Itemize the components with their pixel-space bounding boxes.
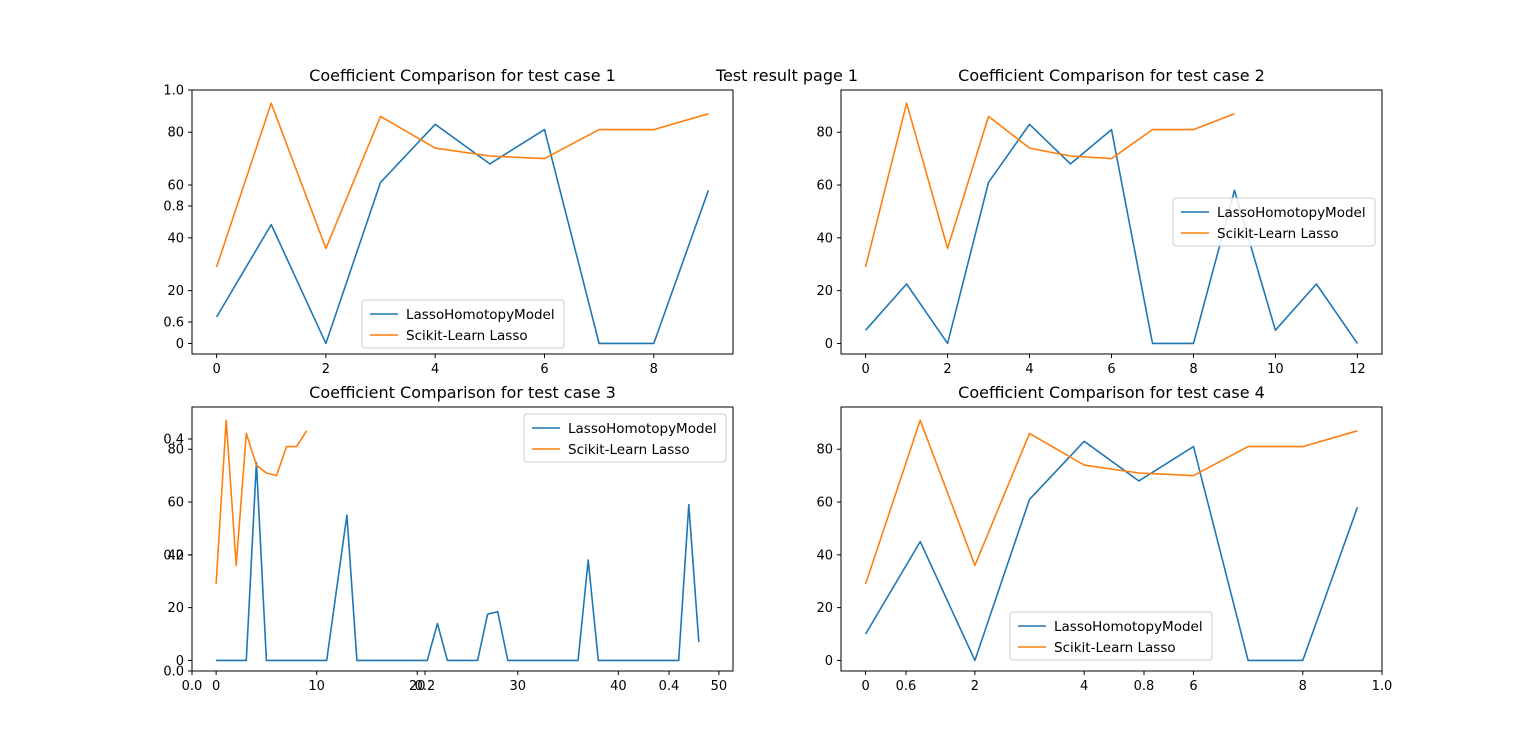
legend-box — [523, 413, 727, 463]
x-tick-label: 10 — [1267, 362, 1284, 377]
subplot-title: Coefficient Comparison for test case 4 — [958, 383, 1265, 402]
x-tick-label: 0 — [212, 679, 220, 694]
x-tick-label: 40 — [610, 679, 627, 694]
overlay-y-tick-label: 0.8 — [163, 200, 184, 215]
legend-label: Scikit-Learn Lasso — [568, 442, 690, 458]
x-tick-label: 12 — [1349, 362, 1366, 377]
series-line-homotopy — [216, 461, 700, 662]
subplots: Coefficient Comparison for test case 1 0 2… — [163, 66, 1392, 694]
x-tick-label: 10 — [308, 679, 325, 694]
legend: LassoHomotopyModel Scikit-Learn Lasso — [523, 413, 727, 463]
y-tick-label: 40 — [816, 231, 833, 246]
series-line-sklearn — [864, 419, 1358, 585]
legend-label: Scikit-Learn Lasso — [1054, 640, 1176, 656]
overlay-x-tick-label: 0.4 — [659, 679, 680, 694]
x-tick-label: 0 — [212, 362, 220, 377]
overlay-x-tick-label: 0.0 — [182, 679, 203, 694]
overlay-x-tick-label: 0.6 — [896, 679, 917, 694]
legend-label: LassoHomotopyModel — [1054, 619, 1203, 635]
x-tick-label: 2 — [322, 362, 330, 377]
x-tick-label: 20 — [409, 679, 426, 694]
x-tick-label: 30 — [510, 679, 527, 694]
figure-suptitle: Test result page 1 — [715, 66, 858, 85]
legend-label: Scikit-Learn Lasso — [406, 328, 528, 344]
y-tick-label: 0 — [176, 337, 184, 352]
series-line-homotopy — [864, 440, 1359, 662]
subplot-title: Coefficient Comparison for test case 2 — [958, 66, 1265, 85]
legend: LassoHomotopyModel Scikit-Learn Lasso — [1172, 197, 1376, 247]
x-tick-label: 8 — [1189, 362, 1197, 377]
overlay-x-tick-label: 0.8 — [1134, 679, 1155, 694]
axes-frame — [840, 406, 1383, 672]
y-tick-label: 60 — [816, 496, 833, 511]
x-tick-label: 2 — [943, 362, 951, 377]
y-tick-label: 60 — [167, 179, 184, 194]
y-tick-label: 0 — [825, 654, 833, 669]
x-tick-label: 50 — [711, 679, 728, 694]
legend-label: LassoHomotopyModel — [1217, 205, 1366, 221]
series-line-homotopy — [865, 123, 1359, 345]
legend-box — [1172, 197, 1376, 247]
legend-box — [1009, 611, 1213, 661]
y-tick-label: 80 — [167, 126, 184, 141]
x-tick-label: 6 — [1107, 362, 1115, 377]
x-tick-label: 4 — [1025, 362, 1033, 377]
legend: LassoHomotopyModel Scikit-Learn Lasso — [361, 299, 565, 349]
y-tick-label: 40 — [167, 548, 184, 563]
subplot-title: Coefficient Comparison for test case 3 — [309, 383, 616, 402]
overlay-x-tick-label: 1.0 — [1372, 679, 1393, 694]
overlay-y-tick-label: 0.2 — [163, 549, 184, 564]
legend-label: LassoHomotopyModel — [568, 421, 717, 437]
legend-box — [361, 299, 565, 349]
overlay-x-tick-label: 0.2 — [415, 679, 436, 694]
legend: LassoHomotopyModel Scikit-Learn Lasso — [1009, 611, 1213, 661]
axes-frame — [191, 406, 734, 672]
y-tick-label: 40 — [167, 231, 184, 246]
legend-label: LassoHomotopyModel — [406, 307, 555, 323]
x-tick-label: 0 — [861, 362, 869, 377]
legend-label: Scikit-Learn Lasso — [1217, 226, 1339, 242]
x-tick-label: 2 — [971, 679, 979, 694]
subplot-3: Coefficient Comparison for test case 3 0 1… — [163, 383, 734, 694]
y-tick-label: 80 — [167, 443, 184, 458]
subplot-4: Coefficient Comparison for test case 4 0 2… — [816, 383, 1392, 694]
subplot-title: Coefficient Comparison for test case 1 — [309, 66, 616, 85]
y-tick-label: 20 — [816, 601, 833, 616]
overlay-y-tick-label: 1.0 — [163, 84, 184, 99]
y-tick-label: 0 — [825, 337, 833, 352]
x-tick-label: 6 — [540, 362, 548, 377]
y-tick-label: 20 — [167, 601, 184, 616]
x-tick-label: 8 — [650, 362, 658, 377]
series-line-sklearn — [864, 102, 1235, 268]
axes-frame — [191, 89, 734, 355]
overlay-y-tick-label: 0.6 — [163, 316, 184, 331]
y-tick-label: 20 — [167, 284, 184, 299]
series-line-sklearn — [215, 102, 709, 268]
y-tick-label: 60 — [816, 179, 833, 194]
x-tick-label: 0 — [861, 679, 869, 694]
subplot-2: Coefficient Comparison for test case 2 0 2… — [816, 66, 1383, 377]
x-tick-label: 4 — [1080, 679, 1088, 694]
series-line-sklearn — [215, 419, 308, 584]
y-tick-label: 0 — [176, 654, 184, 669]
y-tick-label: 40 — [816, 548, 833, 563]
x-tick-label: 4 — [431, 362, 439, 377]
x-tick-label: 6 — [1189, 679, 1197, 694]
subplot-1: Coefficient Comparison for test case 1 0 2… — [163, 66, 734, 377]
series-line-homotopy — [215, 123, 710, 345]
overlay-y-tick-label: 0.0 — [163, 665, 184, 680]
y-tick-label: 20 — [816, 284, 833, 299]
y-tick-label: 60 — [167, 496, 184, 511]
x-tick-label: 8 — [1299, 679, 1307, 694]
y-tick-label: 80 — [816, 126, 833, 141]
overlay-y-tick-label: 0.4 — [163, 433, 184, 448]
y-tick-label: 80 — [816, 443, 833, 458]
